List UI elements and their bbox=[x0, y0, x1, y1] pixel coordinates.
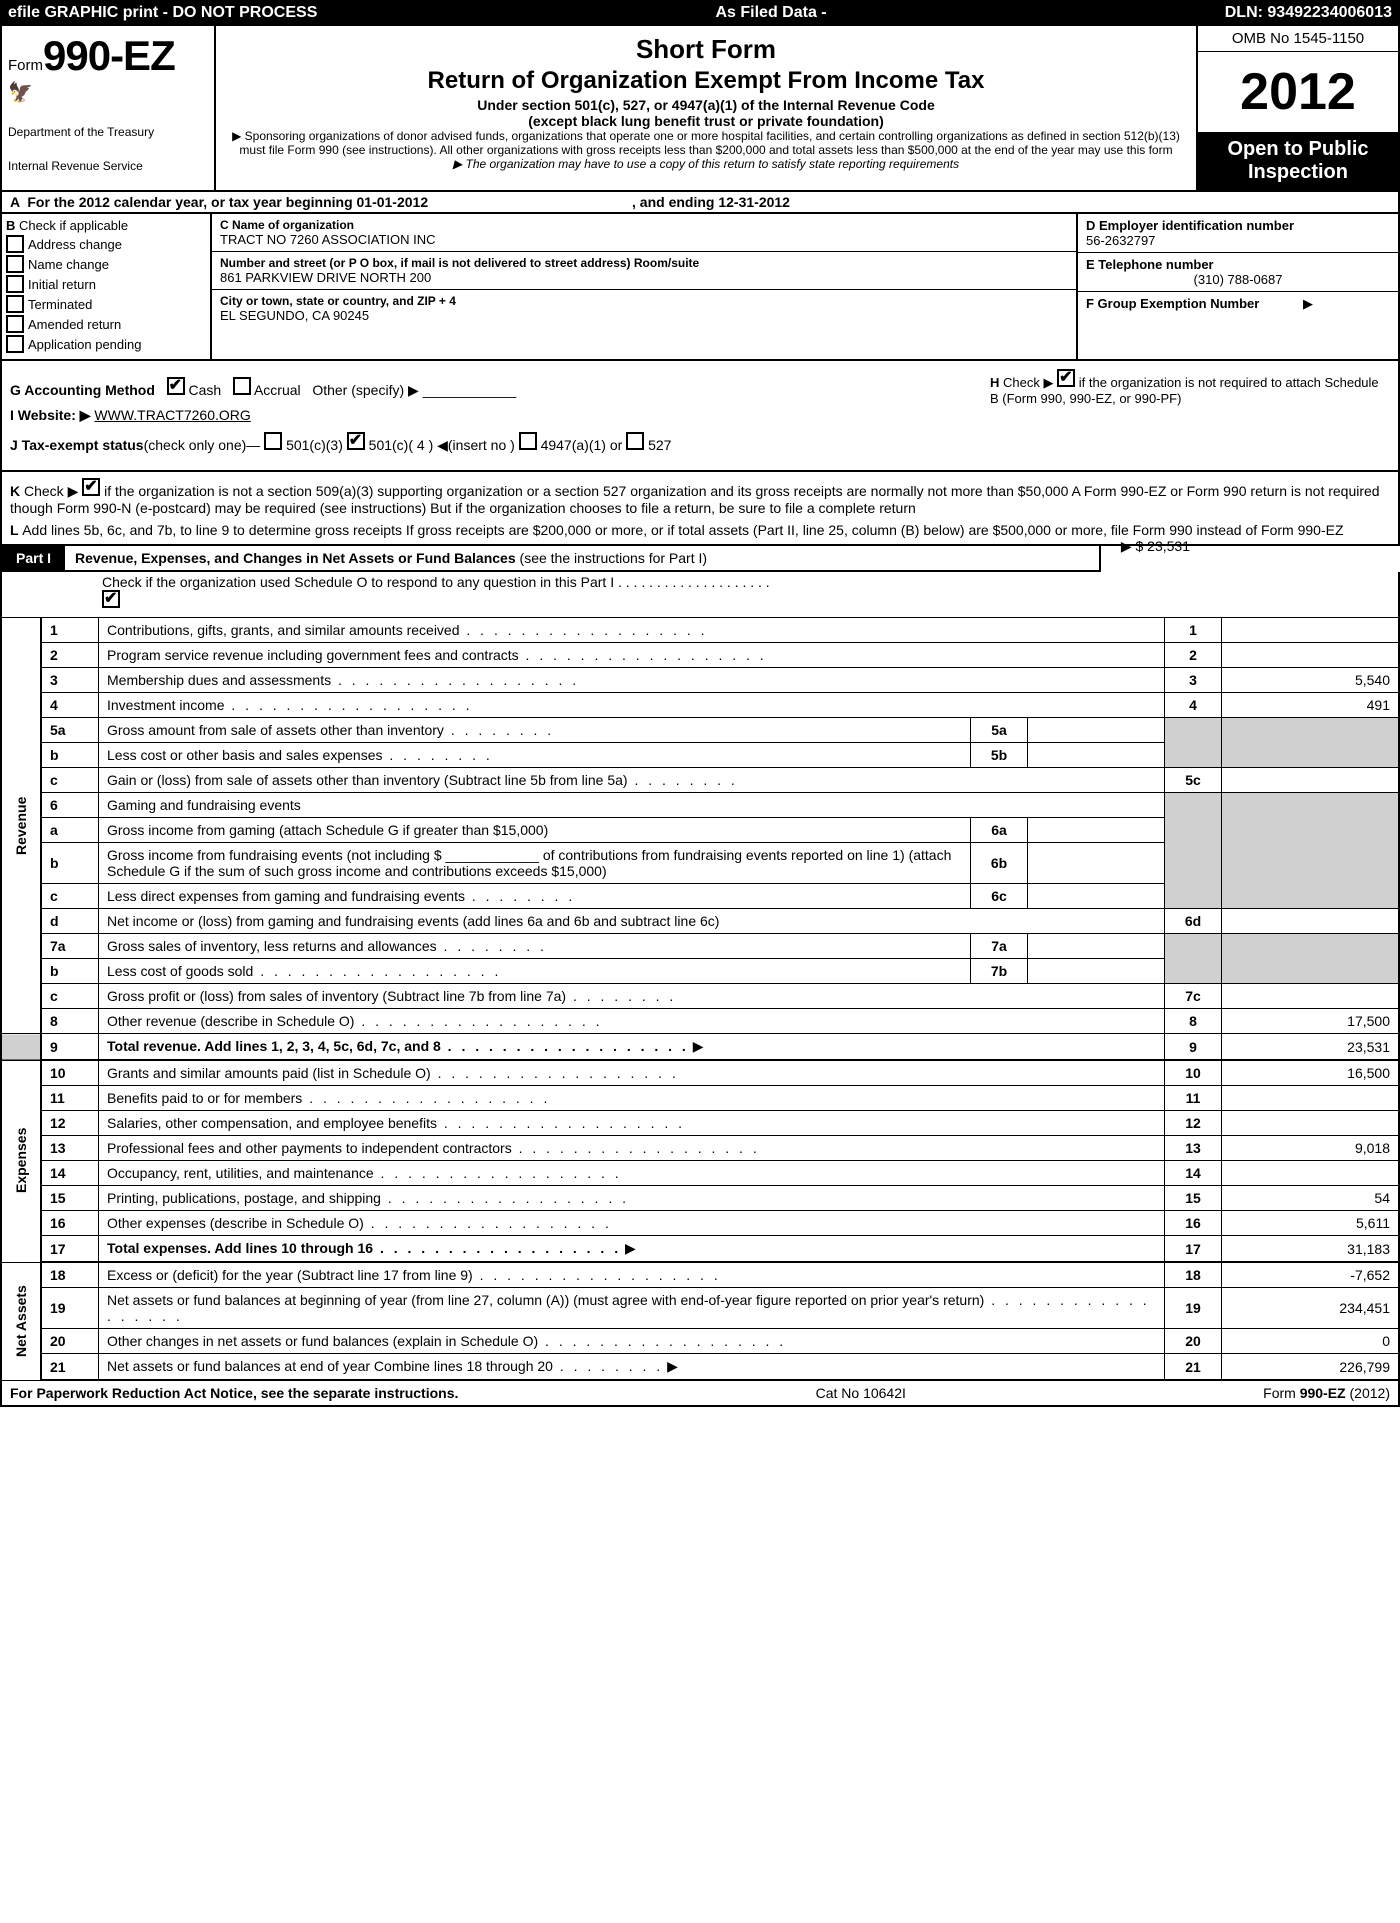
short-form: Short Form bbox=[226, 34, 1186, 65]
col-C: C Name of organization TRACT NO 7260 ASS… bbox=[212, 214, 1076, 359]
sponsor-text: Sponsoring organizations of donor advise… bbox=[226, 129, 1186, 157]
arrow-icon: ▶ bbox=[1303, 296, 1313, 311]
chk-K[interactable] bbox=[82, 478, 100, 496]
phone: (310) 788-0687 bbox=[1086, 272, 1390, 287]
part1-check: Check if the organization used Schedule … bbox=[0, 572, 1400, 617]
ein: 56-2632797 bbox=[1086, 233, 1390, 248]
section-GHIJ: H Check ▶ if the organization is not req… bbox=[0, 361, 1400, 472]
topbar-mid: As Filed Data - bbox=[715, 4, 826, 22]
irs-logo-icon: 🦅 bbox=[8, 80, 208, 105]
amt-18: -7,652 bbox=[1222, 1262, 1400, 1288]
amt-13: 9,018 bbox=[1222, 1136, 1400, 1161]
header: Form990-EZ 🦅 Department of the Treasury … bbox=[0, 26, 1400, 192]
org-name: TRACT NO 7260 ASSOCIATION INC bbox=[220, 232, 1068, 247]
org-street: 861 PARKVIEW DRIVE NORTH 200 bbox=[220, 270, 1068, 285]
form-prefix: Form bbox=[8, 57, 43, 74]
omb: OMB No 1545-1150 bbox=[1198, 26, 1398, 52]
col-B: B Check if applicable Address change Nam… bbox=[2, 214, 212, 359]
chk-cash[interactable] bbox=[167, 377, 185, 395]
topbar-left: efile GRAPHIC print - DO NOT PROCESS bbox=[8, 4, 317, 22]
title: Return of Organization Exempt From Incom… bbox=[226, 67, 1186, 95]
amt-8: 17,500 bbox=[1222, 1009, 1400, 1034]
chk-initial[interactable] bbox=[6, 275, 24, 293]
section-BCDEF: B Check if applicable Address change Nam… bbox=[0, 214, 1400, 361]
amt-19: 234,451 bbox=[1222, 1288, 1400, 1329]
topbar-right: DLN: 93492234006013 bbox=[1225, 4, 1392, 22]
amt-20: 0 bbox=[1222, 1329, 1400, 1354]
chk-H[interactable] bbox=[1057, 369, 1075, 387]
arrow-icon: ▶ bbox=[667, 1358, 678, 1374]
dept1: Department of the Treasury bbox=[8, 125, 208, 139]
lines-table: Revenue 1 Contributions, gifts, grants, … bbox=[0, 617, 1400, 1381]
footer-left: For Paperwork Reduction Act Notice, see … bbox=[10, 1385, 458, 1401]
row-A: A For the 2012 calendar year, or tax yea… bbox=[0, 192, 1400, 214]
chk-4947[interactable] bbox=[519, 432, 537, 450]
part1-header: Part I Revenue, Expenses, and Changes in… bbox=[0, 546, 1101, 572]
chk-501c[interactable] bbox=[347, 432, 365, 450]
arrow-icon: ▶ bbox=[625, 1240, 636, 1256]
side-net: Net Assets bbox=[1, 1262, 41, 1380]
amt-9: 23,531 bbox=[1222, 1034, 1400, 1061]
form-page: efile GRAPHIC print - DO NOT PROCESS As … bbox=[0, 0, 1400, 1407]
chk-name[interactable] bbox=[6, 255, 24, 273]
chk-501c3[interactable] bbox=[264, 432, 282, 450]
footer: For Paperwork Reduction Act Notice, see … bbox=[0, 1381, 1400, 1407]
footer-mid: Cat No 10642I bbox=[816, 1385, 906, 1401]
amt-10: 16,500 bbox=[1222, 1060, 1400, 1086]
footer-right: Form 990-EZ (2012) bbox=[1263, 1385, 1390, 1401]
chk-part1[interactable] bbox=[102, 590, 120, 608]
L-amount: ▶ $ 23,531 bbox=[1121, 538, 1190, 555]
open-inspection: Open to Public Inspection bbox=[1198, 132, 1398, 190]
dept2: Internal Revenue Service bbox=[8, 159, 208, 173]
amt-15: 54 bbox=[1222, 1186, 1400, 1211]
amt-17: 31,183 bbox=[1222, 1236, 1400, 1263]
chk-527[interactable] bbox=[626, 432, 644, 450]
year-cell: OMB No 1545-1150 2012 Open to Public Ins… bbox=[1196, 26, 1398, 190]
col-DEF: D Employer identification number 56-2632… bbox=[1076, 214, 1398, 359]
side-revenue: Revenue bbox=[1, 618, 41, 1034]
form-num: 990-EZ bbox=[43, 32, 175, 79]
sub1: Under section 501(c), 527, or 4947(a)(1)… bbox=[226, 97, 1186, 113]
form-number-cell: Form990-EZ 🦅 Department of the Treasury … bbox=[2, 26, 216, 190]
top-bar: efile GRAPHIC print - DO NOT PROCESS As … bbox=[0, 0, 1400, 26]
title-cell: Short Form Return of Organization Exempt… bbox=[216, 26, 1196, 190]
chk-accrual[interactable] bbox=[233, 377, 251, 395]
side-expenses: Expenses bbox=[1, 1060, 41, 1262]
chk-amended[interactable] bbox=[6, 315, 24, 333]
amt-3: 5,540 bbox=[1222, 668, 1400, 693]
amt-16: 5,611 bbox=[1222, 1211, 1400, 1236]
org-city: EL SEGUNDO, CA 90245 bbox=[220, 308, 1068, 323]
H-box: H Check ▶ if the organization is not req… bbox=[990, 369, 1390, 406]
chk-address[interactable] bbox=[6, 235, 24, 253]
chk-terminated[interactable] bbox=[6, 295, 24, 313]
section-KL: K Check ▶ if the organization is not a s… bbox=[0, 472, 1400, 546]
arrow-icon: ▶ bbox=[693, 1038, 704, 1054]
amt-21: 226,799 bbox=[1222, 1354, 1400, 1381]
copy-text: The organization may have to use a copy … bbox=[226, 157, 1186, 171]
chk-pending[interactable] bbox=[6, 335, 24, 353]
tax-year: 2012 bbox=[1198, 52, 1398, 132]
sub2: (except black lung benefit trust or priv… bbox=[226, 113, 1186, 129]
amt-4: 491 bbox=[1222, 693, 1400, 718]
website-link[interactable]: WWW.TRACT7260.ORG bbox=[94, 407, 250, 423]
